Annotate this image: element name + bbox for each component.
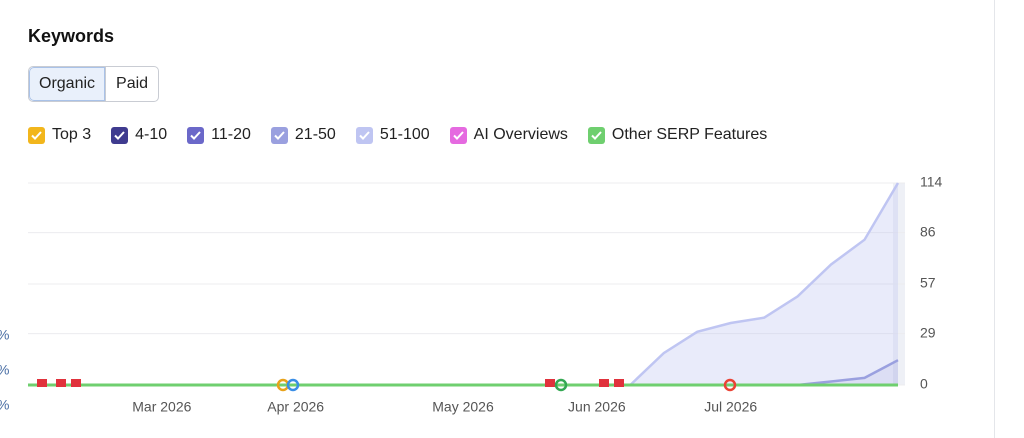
legend-item[interactable]: AI Overviews <box>449 126 568 144</box>
x-tick-label: May 2026 <box>432 399 494 415</box>
google-icons <box>276 378 737 392</box>
legend-checkbox[interactable] <box>187 126 205 144</box>
legend: Top 3 4-10 11-20 21-50 51-100 AI Overviews Oth… <box>28 126 767 144</box>
panel-border <box>994 0 995 438</box>
x-tick-label: Mar 2026 <box>132 399 191 415</box>
area <box>28 183 898 385</box>
legend-label: Other SERP Features <box>611 126 768 143</box>
legend-item[interactable]: Other SERP Features <box>587 126 768 144</box>
legend-label: 51-100 <box>379 126 430 143</box>
legend-checkbox[interactable] <box>587 126 605 144</box>
tab[interactable]: Paid <box>105 67 158 101</box>
legend-checkbox[interactable] <box>449 126 467 144</box>
legend-item[interactable]: 11-20 <box>187 126 251 144</box>
y-tick-label: 86 <box>920 223 936 239</box>
google-icon <box>554 378 568 392</box>
check-icon <box>190 130 201 140</box>
legend-item[interactable]: Top 3 <box>28 126 91 144</box>
google-icon <box>286 378 300 392</box>
legend-checkbox[interactable] <box>28 126 45 144</box>
legend-checkbox[interactable] <box>355 126 373 144</box>
y-tick-label: 57 <box>920 275 936 291</box>
marks <box>28 182 905 387</box>
flag <box>37 379 47 387</box>
flag <box>71 379 81 387</box>
y-tick-label: 0 <box>920 376 928 392</box>
x-tick-label: Jul 2026 <box>704 399 757 415</box>
legend-label: Top 3 <box>52 126 92 143</box>
legend-checkbox[interactable] <box>270 126 288 144</box>
legend-checkbox[interactable] <box>111 126 129 144</box>
legend-item[interactable]: 21-50 <box>270 126 336 144</box>
flag-icons <box>37 379 624 387</box>
google-icon <box>723 378 737 392</box>
check-icon <box>359 130 370 140</box>
flag <box>599 379 609 387</box>
x-tick-label: Apr 2026 <box>267 399 324 415</box>
check-icon <box>452 130 464 140</box>
y-tick-label: 29 <box>920 324 936 340</box>
legend-label: 11-20 <box>211 126 251 143</box>
legend-label: 21-50 <box>294 126 336 143</box>
legend-item[interactable]: 4-10 <box>111 126 167 144</box>
edge-text: % <box>0 362 9 378</box>
x-tick-label: Jun 2026 <box>568 399 626 415</box>
title: Keywords <box>28 26 115 46</box>
check-icon <box>274 130 285 140</box>
edge-fragments: % % % <box>0 327 9 413</box>
edge-text: % <box>0 327 9 343</box>
flag <box>56 379 66 387</box>
check-icon <box>31 130 42 140</box>
legend-item[interactable]: 51-100 <box>355 126 430 144</box>
flag <box>545 379 555 387</box>
check-icon <box>591 130 602 140</box>
check-icon <box>114 130 125 140</box>
edge-text: % <box>0 397 9 413</box>
y-tick-label: 114 <box>920 174 943 190</box>
legend-label: AI Overviews <box>473 126 568 143</box>
tab[interactable]: Organic <box>29 67 106 101</box>
flag <box>614 379 624 387</box>
legend-label: 4-10 <box>135 126 168 143</box>
tab-group: Organic Paid <box>28 66 160 102</box>
event-icons <box>37 378 737 392</box>
